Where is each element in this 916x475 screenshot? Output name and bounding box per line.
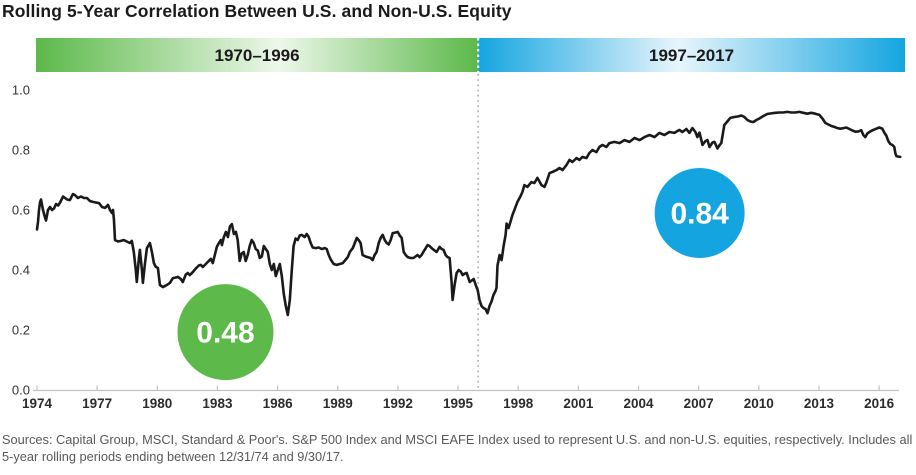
x-tick-label-1998: 1998: [503, 396, 534, 411]
annotation-badge-label-0.48: 0.48: [196, 317, 254, 350]
x-tick-label-1983: 1983: [202, 396, 233, 411]
chart-title: Rolling 5-Year Correlation Between U.S. …: [2, 1, 512, 21]
x-tick-label-1992: 1992: [383, 396, 413, 411]
y-tick-label-0.2: 0.2: [12, 323, 30, 338]
annotation-badge-0.48: [177, 284, 274, 381]
x-tick-label-1974: 1974: [22, 396, 53, 411]
y-tick-label-1.0: 1.0: [12, 83, 30, 98]
y-tick-label-0.0: 0.0: [12, 383, 30, 398]
x-tick-label-1980: 1980: [142, 396, 172, 411]
x-tick-label-2016: 2016: [864, 396, 895, 411]
x-tick-label-2001: 2001: [563, 396, 594, 411]
era-bands: 1970–1996 1997–2017: [36, 38, 905, 72]
x-tick-label-1986: 1986: [263, 396, 294, 411]
x-tick-label-2007: 2007: [684, 396, 714, 411]
era-band-1997-2017: [478, 38, 905, 72]
correlation-chart: 1970–1996 1997–2017 1.0 0.8 0.6 0.4 0.2 0.0 1…: [12, 38, 905, 411]
y-axis: 1.0 0.8 0.6 0.4 0.2 0.0: [12, 83, 30, 398]
era-band-left-label: 1970–1996: [215, 46, 300, 65]
x-tick-label-2004: 2004: [623, 396, 654, 411]
source-note: Sources: Capital Group, MSCI, Standard &…: [2, 432, 913, 465]
x-tick-label-1995: 1995: [443, 396, 474, 411]
plot-area: 1.00.80.60.40.20.0 1974 1977 1980 1983 1986 1…: [12, 74, 902, 411]
x-tick-label-1977: 1977: [82, 396, 112, 411]
x-tick-label-2013: 2013: [804, 396, 835, 411]
y-tick-label-0.8: 0.8: [12, 143, 30, 158]
annotation-badges: 0.48 0.84: [177, 168, 745, 381]
x-axis: 1974 1977 1980 1983 1986 1989 1992 1995 1998 2001…: [22, 385, 899, 411]
correlation-line: [35, 110, 902, 317]
annotation-badge-0.84: [654, 168, 745, 258]
y-tick-label-0.4: 0.4: [12, 263, 30, 278]
era-band-right-label: 1997–2017: [649, 46, 734, 65]
x-tick-label-2010: 2010: [744, 396, 774, 411]
y-tick-label-0.6: 0.6: [12, 203, 30, 218]
x-tick-label-1989: 1989: [323, 396, 353, 411]
annotation-badge-label-0.84: 0.84: [670, 198, 729, 231]
era-band-1970-1996: [36, 38, 479, 72]
